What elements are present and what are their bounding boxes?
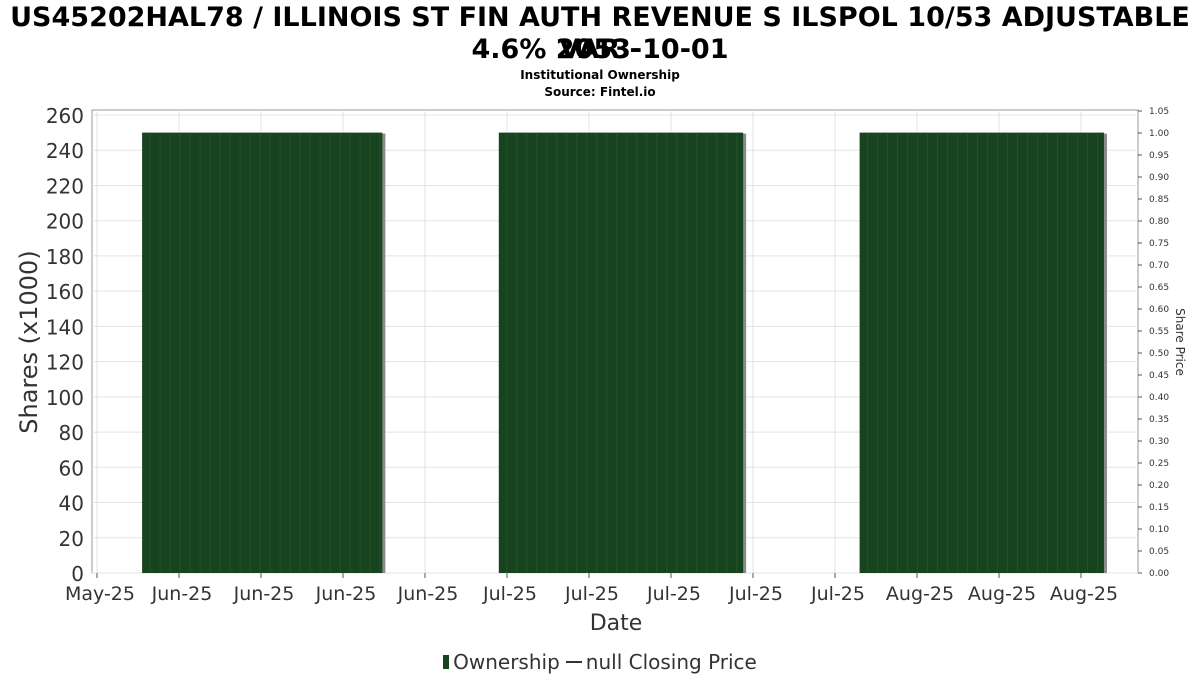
y2-tick-label: 0.90 — [1149, 173, 1169, 183]
y-tick-label: 160 — [46, 280, 84, 304]
y-axis-title: Shares (x1000) — [15, 250, 43, 433]
y-tick-label: 260 — [46, 104, 84, 128]
y2-tick-label: 0.40 — [1149, 393, 1169, 403]
y2-tick-label: 0.70 — [1149, 261, 1169, 271]
x-tick-label: Jul-25 — [810, 583, 865, 605]
y-tick-label: 140 — [46, 315, 84, 339]
y2-tick-label: 0.10 — [1149, 525, 1169, 535]
y2-tick-label: 0.15 — [1149, 503, 1169, 513]
x-tick-label: Jul-25 — [728, 583, 783, 605]
ownership-bar — [498, 132, 744, 573]
y2-tick-label: 0.20 — [1149, 481, 1169, 491]
y-tick-label: 120 — [46, 351, 84, 375]
y-tick-label: 40 — [59, 492, 84, 516]
y2-tick-label: 1.00 — [1149, 129, 1169, 139]
y2-tick-label: 0.60 — [1149, 305, 1169, 315]
x-tick-label: Aug-25 — [886, 583, 954, 605]
y2-tick-label: 1.05 — [1149, 107, 1169, 117]
ownership-bar — [859, 132, 1104, 573]
x-tick-label: Jul-25 — [564, 583, 619, 605]
chart-title-line2: 4.6% 2053-10-01 — [471, 34, 729, 65]
y-tick-label: 220 — [46, 174, 84, 198]
y-tick-label: 180 — [46, 245, 84, 269]
y-tick-label: 20 — [59, 527, 84, 551]
y2-tick-label: 0.50 — [1149, 349, 1169, 359]
y2-tick-label: 0.95 — [1149, 151, 1169, 161]
legend-ownership-swatch — [443, 654, 450, 669]
x-tick-label: Jun-25 — [315, 583, 377, 605]
x-axis-title: Date — [590, 611, 643, 636]
x-tick-label: May-25 — [65, 583, 135, 605]
y2-tick-label: 0.00 — [1149, 569, 1169, 579]
y2-tick-label: 0.05 — [1149, 547, 1169, 557]
y2-tick-label: 0.65 — [1149, 283, 1169, 293]
chart-title: US45202HAL78 / ILLINOIS ST FIN AUTH REVE… — [10, 2, 1190, 65]
legend: Ownership null Closing Price — [0, 648, 1200, 674]
y2-tick-label: 0.25 — [1149, 459, 1169, 469]
x-tick-label: Aug-25 — [968, 583, 1036, 605]
y2-tick-label: 0.35 — [1149, 415, 1169, 425]
y-tick-label: 100 — [46, 386, 84, 410]
x-tick-label: Jul-25 — [646, 583, 701, 605]
y-tick-label: 200 — [46, 210, 84, 234]
chart-source: Source: Fintel.io — [544, 85, 656, 99]
x-tick-label: Jul-25 — [482, 583, 537, 605]
x-tick-label: Jun-25 — [233, 583, 295, 605]
x-tick-label: Aug-25 — [1050, 583, 1118, 605]
legend-price-swatch — [565, 660, 582, 663]
y2-axis-title: Share Price — [1173, 308, 1187, 376]
y2-tick-label: 0.30 — [1149, 437, 1169, 447]
y2-tick-label: 0.55 — [1149, 327, 1169, 337]
y-tick-label: 0 — [71, 562, 84, 586]
legend-price-label: null Closing Price — [585, 649, 757, 674]
y2-tick-label: 0.85 — [1149, 195, 1169, 205]
x-tick-label: Jun-25 — [151, 583, 213, 605]
chart-svg: 0 20 40 60 80 100 120 140 160 180 200 220 240 260 May-… — [15, 104, 1187, 636]
y-tick-label: 240 — [46, 139, 84, 163]
ownership-bar — [142, 132, 383, 573]
x-tick-label: Jun-25 — [397, 583, 459, 605]
y-tick-label: 80 — [59, 421, 84, 445]
y2-tick-label: 0.80 — [1149, 217, 1169, 227]
chart-subtitle: Institutional Ownership — [520, 68, 680, 82]
y2-tick-label: 0.45 — [1149, 371, 1169, 381]
legend-ownership-label: Ownership — [453, 649, 560, 674]
y-tick-label: 60 — [59, 456, 84, 480]
y2-tick-label: 0.75 — [1149, 239, 1169, 249]
